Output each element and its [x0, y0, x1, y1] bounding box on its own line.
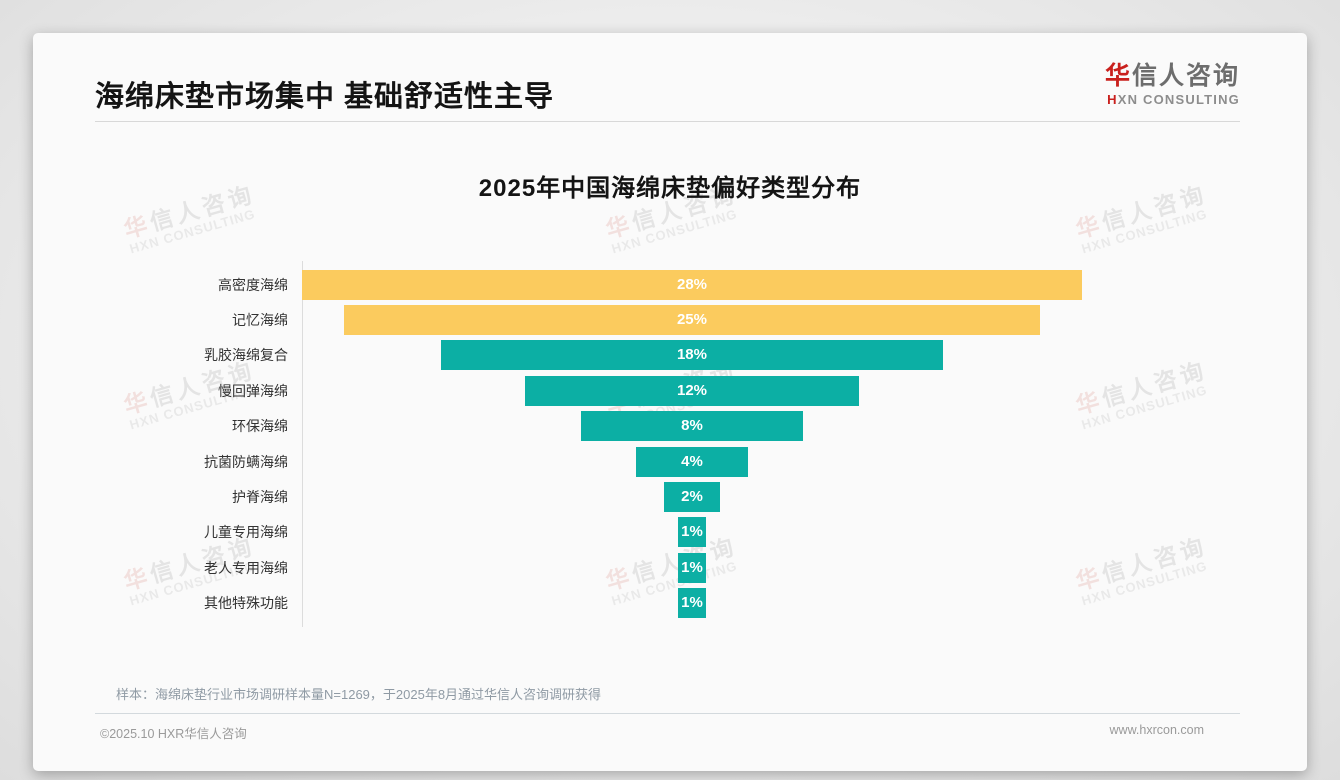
- chart-row: 儿童专用海绵 1%: [33, 515, 1133, 550]
- bar-region: 8%: [302, 411, 1082, 442]
- category-label: 儿童专用海绵: [204, 524, 288, 541]
- logo-en-rest: XN CONSULTING: [1117, 91, 1240, 107]
- category-label: 抗菌防螨海绵: [204, 453, 288, 470]
- bar-1%-8: 1%: [678, 552, 706, 583]
- footer-website: www.hxrcon.com: [1109, 723, 1204, 737]
- page-title: 海绵床垫市场集中 基础舒适性主导: [95, 81, 555, 113]
- bar-region: 12%: [302, 375, 1082, 406]
- logo-cn-accent: 华: [1104, 62, 1132, 90]
- bar-region: 2%: [302, 482, 1082, 513]
- category-label: 护脊海绵: [232, 489, 288, 506]
- funnel-bar-chart: 高密度海绵 28% 记忆海绵 25% 乳胶海绵复合 18% 慢回弹海绵 12% 环保海绵 8% 抗菌…: [33, 261, 1133, 627]
- bar-28%-0: 28%: [302, 269, 1082, 300]
- chart-row: 环保海绵 8%: [33, 409, 1133, 444]
- bar-4%-5: 4%: [636, 446, 748, 477]
- bar-18%-2: 18%: [441, 340, 943, 371]
- card-content: 海绵床垫市场集中 基础舒适性主导 华信人咨询 HXN CONSULTING 20…: [33, 33, 1307, 771]
- category-label: 老人专用海绵: [204, 559, 288, 576]
- bar-2%-6: 2%: [664, 482, 720, 513]
- logo-cn-rest: 信人咨询: [1131, 62, 1240, 90]
- bar-region: 4%: [302, 446, 1082, 477]
- bar-8%-4: 8%: [580, 411, 804, 442]
- category-label: 高密度海绵: [218, 276, 288, 293]
- report-card: 华信人咨询 HXN CONSULTING 华信人咨询 HXN CONSULTING 华信…: [33, 33, 1307, 771]
- chart-row: 抗菌防螨海绵 4%: [33, 444, 1133, 479]
- sample-note: 样本：海绵床垫行业市场调研样本量N=1269，于2025年8月通过华信人咨询调研…: [116, 687, 602, 702]
- chart-row: 乳胶海绵复合 18%: [33, 338, 1133, 373]
- header-divider: [95, 121, 1240, 122]
- bar-region: 28%: [302, 269, 1082, 300]
- logo-en-accent: H: [1107, 91, 1118, 107]
- footer-divider: [95, 713, 1240, 714]
- chart-title: 2025年中国海绵床垫偏好类型分布: [478, 175, 862, 202]
- category-label: 慢回弹海绵: [218, 382, 288, 399]
- bar-12%-3: 12%: [524, 375, 860, 406]
- bar-1%-7: 1%: [678, 517, 706, 548]
- chart-row: 高密度海绵 28%: [33, 267, 1133, 302]
- bar-region: 1%: [302, 552, 1082, 583]
- category-label: 环保海绵: [232, 418, 288, 435]
- bar-region: 1%: [302, 588, 1082, 619]
- logo-english-name: HXN CONSULTING: [1105, 91, 1240, 107]
- footer-copyright: ©2025.10 HXR华信人咨询: [100, 727, 247, 741]
- chart-rows: 高密度海绵 28% 记忆海绵 25% 乳胶海绵复合 18% 慢回弹海绵 12% 环保海绵 8% 抗菌…: [33, 261, 1133, 627]
- chart-row: 护脊海绵 2%: [33, 479, 1133, 514]
- bar-region: 18%: [302, 340, 1082, 371]
- bar-region: 25%: [302, 305, 1082, 336]
- category-label: 其他特殊功能: [204, 595, 288, 612]
- logo-chinese-name: 华信人咨询: [1104, 62, 1240, 91]
- bar-1%-9: 1%: [678, 588, 706, 619]
- chart-row: 慢回弹海绵 12%: [33, 373, 1133, 408]
- chart-row: 老人专用海绵 1%: [33, 550, 1133, 585]
- chart-row: 其他特殊功能 1%: [33, 586, 1133, 621]
- company-logo: 华信人咨询 HXN CONSULTING: [1104, 62, 1240, 107]
- category-label: 记忆海绵: [232, 312, 288, 329]
- bar-25%-1: 25%: [343, 305, 1041, 336]
- category-label: 乳胶海绵复合: [204, 347, 288, 364]
- category-axis-line: [302, 261, 303, 627]
- bar-region: 1%: [302, 517, 1082, 548]
- chart-row: 记忆海绵 25%: [33, 302, 1133, 337]
